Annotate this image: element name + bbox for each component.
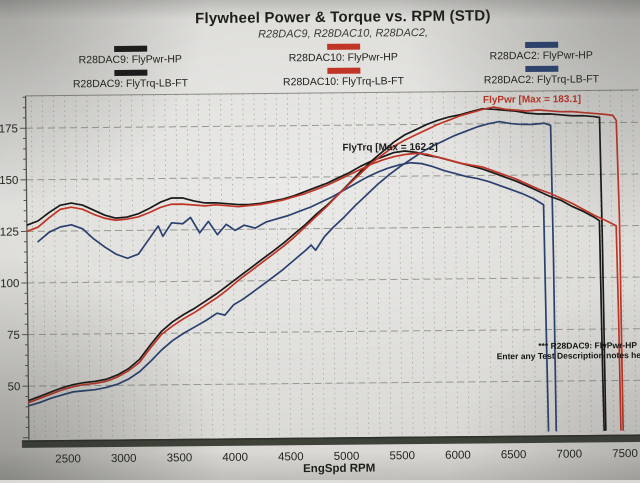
x-tick-label: 3500 — [167, 452, 193, 464]
note-test-description: Enter any Test Description notes here — [497, 350, 640, 361]
x-tick-label: 7500 — [612, 448, 638, 460]
x-tick-label: 3000 — [111, 453, 137, 465]
x-tick-label: 6500 — [501, 449, 527, 461]
x-tick-label: 4000 — [222, 452, 248, 464]
y-tick-label: 50 — [8, 381, 21, 393]
x-tick-label: 5000 — [334, 451, 360, 463]
x-tick-label: 5500 — [389, 450, 415, 462]
y-tick-label: 150 — [0, 175, 18, 187]
x-axis-title: EngSpd RPM — [303, 462, 375, 475]
y-axis: 50 75 100 125 150 175 — [0, 97, 29, 438]
curve-r28dac2-flytrq-lb-ft — [37, 161, 548, 435]
annotation: FlyPwr [Max = 183.1] — [483, 94, 581, 106]
x-axis: 2500 3000 3500 4000 4500 5000 5500 6000 6500 7000… — [55, 448, 638, 478]
y-tick-label: 125 — [0, 226, 19, 238]
x-tick-label: 7000 — [556, 448, 582, 460]
y-tick-label: 100 — [0, 278, 19, 290]
curve-r28dac10-flypwr-hp — [26, 106, 623, 436]
annotation: FlyTrq [Max = 162.2] — [342, 142, 437, 154]
x-tick-label: 6000 — [445, 450, 471, 462]
curves — [26, 106, 623, 436]
y-tick-label: 75 — [7, 330, 20, 342]
x-tick-label: 4500 — [278, 451, 304, 463]
y-tick-label: 175 — [0, 123, 18, 135]
x-tick-label: 2500 — [55, 453, 81, 465]
